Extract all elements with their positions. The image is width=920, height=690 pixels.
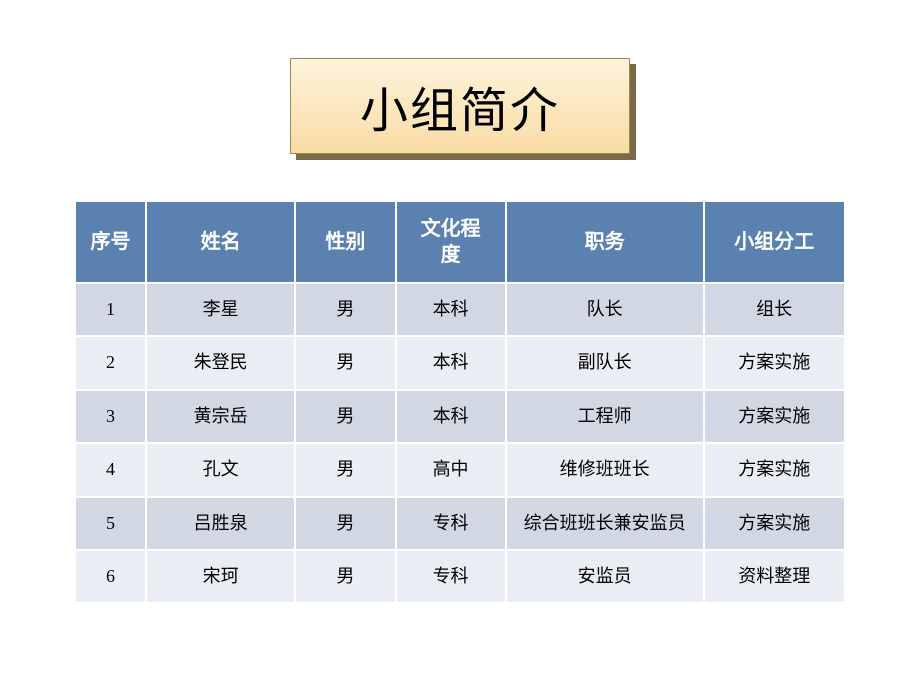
table-cell: 维修班班长 <box>507 444 703 495</box>
table-cell: 资料整理 <box>705 551 844 602</box>
title-shadow-bottom <box>296 154 636 160</box>
title-box: 小组简介 <box>290 58 630 154</box>
table-cell: 1 <box>76 284 145 335</box>
table-cell: 综合班班长兼安监员 <box>507 498 703 549</box>
column-header: 性别 <box>296 202 394 282</box>
table-cell: 安监员 <box>507 551 703 602</box>
table-body: 1李星男本科队长组长2朱登民男本科副队长方案实施3黄宗岳男本科工程师方案实施4孔… <box>76 284 844 602</box>
table-row: 2朱登民男本科副队长方案实施 <box>76 337 844 388</box>
table-cell: 高中 <box>397 444 505 495</box>
team-table-container: 序号姓名性别文化程度职务小组分工 1李星男本科队长组长2朱登民男本科副队长方案实… <box>74 200 846 604</box>
table-cell: 方案实施 <box>705 444 844 495</box>
table-cell: 4 <box>76 444 145 495</box>
table-cell: 黄宗岳 <box>147 391 294 442</box>
table-cell: 方案实施 <box>705 498 844 549</box>
table-cell: 3 <box>76 391 145 442</box>
column-header: 姓名 <box>147 202 294 282</box>
title-shadow-right <box>630 64 636 160</box>
table-cell: 方案实施 <box>705 391 844 442</box>
table-cell: 男 <box>296 444 394 495</box>
table-header-row: 序号姓名性别文化程度职务小组分工 <box>76 202 844 282</box>
table-cell: 孔文 <box>147 444 294 495</box>
table-cell: 方案实施 <box>705 337 844 388</box>
table-row: 4孔文男高中维修班班长方案实施 <box>76 444 844 495</box>
column-header: 文化程度 <box>397 202 505 282</box>
table-cell: 专科 <box>397 498 505 549</box>
table-row: 5吕胜泉男专科综合班班长兼安监员方案实施 <box>76 498 844 549</box>
table-cell: 本科 <box>397 391 505 442</box>
table-cell: 工程师 <box>507 391 703 442</box>
table-cell: 宋珂 <box>147 551 294 602</box>
column-header: 小组分工 <box>705 202 844 282</box>
table-cell: 本科 <box>397 284 505 335</box>
table-row: 3黄宗岳男本科工程师方案实施 <box>76 391 844 442</box>
table-cell: 吕胜泉 <box>147 498 294 549</box>
table-cell: 副队长 <box>507 337 703 388</box>
table-header: 序号姓名性别文化程度职务小组分工 <box>76 202 844 282</box>
table-cell: 男 <box>296 551 394 602</box>
table-cell: 李星 <box>147 284 294 335</box>
table-cell: 男 <box>296 337 394 388</box>
table-cell: 朱登民 <box>147 337 294 388</box>
table-cell: 6 <box>76 551 145 602</box>
table-cell: 男 <box>296 391 394 442</box>
column-header: 序号 <box>76 202 145 282</box>
team-table: 序号姓名性别文化程度职务小组分工 1李星男本科队长组长2朱登民男本科副队长方案实… <box>74 200 846 604</box>
table-cell: 专科 <box>397 551 505 602</box>
table-row: 6宋珂男专科安监员资料整理 <box>76 551 844 602</box>
table-cell: 男 <box>296 498 394 549</box>
page-title: 小组简介 <box>360 71 560 141</box>
table-cell: 队长 <box>507 284 703 335</box>
table-row: 1李星男本科队长组长 <box>76 284 844 335</box>
column-header: 职务 <box>507 202 703 282</box>
table-cell: 组长 <box>705 284 844 335</box>
table-cell: 本科 <box>397 337 505 388</box>
table-cell: 2 <box>76 337 145 388</box>
table-cell: 5 <box>76 498 145 549</box>
table-cell: 男 <box>296 284 394 335</box>
